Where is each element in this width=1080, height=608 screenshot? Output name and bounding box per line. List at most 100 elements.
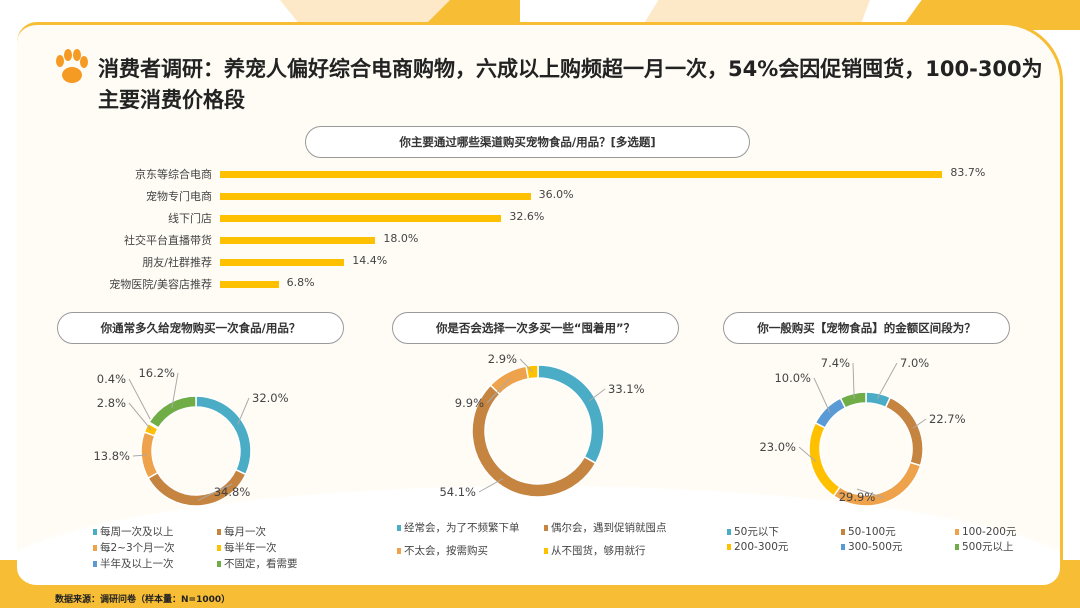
legend-swatch — [93, 561, 97, 567]
leader-line — [132, 454, 147, 457]
bar-value: 6.8% — [286, 276, 315, 289]
leader-line — [852, 362, 855, 399]
legend-item: 200-300元 — [727, 539, 841, 554]
leader-line — [237, 397, 250, 425]
bar-label: 社交平台直播带货 — [124, 234, 212, 247]
legend-item: 100-200元 — [955, 524, 1035, 539]
slice-label: 2.8% — [97, 396, 126, 410]
leader-line — [912, 418, 927, 429]
question-channel: 你主要通过哪些渠道购买宠物食品/用品？[多选题] — [305, 126, 750, 158]
donut-slice — [471, 384, 597, 498]
legend-swatch — [955, 529, 959, 535]
bar-label: 宠物专门电商 — [146, 190, 212, 203]
bar-row: 宠物专门电商 36.0% — [0, 188, 1000, 204]
legend-label: 不固定，看需要 — [224, 558, 298, 570]
legend-item: 50-100元 — [841, 524, 955, 539]
legend-label: 每2~3个月一次 — [100, 542, 175, 554]
legend-frequency: 每周一次及以上 每月一次每2~3个月一次 每半年一次半年及以上一次 不固定，看需要 — [93, 524, 337, 571]
legend-swatch — [217, 561, 221, 567]
legend-label: 不太会，按需购买 — [404, 545, 488, 557]
bar-row: 社交平台直播带货 18.0% — [0, 232, 1000, 248]
slice-label: 23.0% — [759, 440, 796, 454]
legend-label: 100-200元 — [962, 526, 1017, 538]
data-source: 数据来源：调研问卷（样本量：N=1000） — [55, 595, 231, 605]
donut-slice — [839, 391, 867, 409]
legend-item: 50元以下 — [727, 524, 841, 539]
bar-label: 京东等综合电商 — [135, 168, 212, 181]
leader-line — [856, 488, 884, 499]
question-stockpile: 你是否会选择一次多买一些“囤着用”？ — [392, 312, 679, 344]
slice-label: 54.1% — [439, 485, 476, 499]
slice-label: 2.9% — [488, 352, 517, 366]
leader-line — [589, 388, 606, 402]
legend-swatch — [217, 529, 221, 535]
donut-slice — [537, 364, 605, 465]
leader-line — [486, 378, 511, 404]
legend-swatch — [544, 525, 548, 531]
legend-item: 从不囤货，够用就行 — [544, 543, 694, 558]
legend-label: 200-300元 — [734, 541, 789, 553]
leader-line — [128, 402, 152, 431]
legend-swatch — [217, 545, 221, 551]
legend-item: 不太会，按需购买 — [397, 543, 544, 558]
legend-item: 每半年一次 — [217, 540, 337, 555]
leader-line — [478, 478, 503, 493]
bar — [220, 171, 943, 178]
bar-label: 宠物医院/美容店推荐 — [109, 278, 212, 291]
bar — [220, 237, 376, 244]
slice-label: 0.4% — [97, 372, 126, 386]
donut-slice — [195, 395, 252, 476]
slice-label: 34.8% — [214, 485, 251, 499]
legend-label: 50-100元 — [848, 526, 896, 538]
legend-item: 500元以上 — [955, 539, 1035, 554]
legend-swatch — [955, 544, 959, 550]
question-frequency: 你通常多久给宠物购买一次食品/用品？ — [57, 312, 344, 344]
bar — [220, 259, 345, 266]
legend-item: 300-500元 — [841, 539, 955, 554]
legend-item: 每周一次及以上 — [93, 524, 217, 539]
legend-label: 偶尔会，遇到促销就囤点 — [551, 522, 667, 534]
bar-label: 线下门店 — [168, 212, 212, 225]
legend-swatch — [397, 525, 401, 531]
slice-label: 32.0% — [252, 391, 289, 405]
bar-row: 京东等综合电商 83.7% — [0, 166, 1000, 182]
legend-label: 500元以上 — [962, 541, 1014, 553]
bar-label: 朋友/社群推荐 — [142, 256, 212, 269]
bar-value: 36.0% — [538, 188, 574, 201]
bar — [220, 215, 502, 222]
bar — [220, 281, 279, 288]
legend-label: 300-500元 — [848, 541, 903, 553]
legend-label: 半年及以上一次 — [100, 558, 174, 570]
donut-slice — [148, 395, 197, 429]
legend-label: 每月一次 — [224, 526, 266, 538]
bar-value: 83.7% — [950, 166, 986, 179]
slice-label: 7.0% — [900, 356, 929, 370]
legend-item: 每月一次 — [217, 524, 337, 539]
bar-value: 32.6% — [509, 210, 545, 223]
legend-swatch — [841, 544, 845, 550]
legend-swatch — [841, 529, 845, 535]
page-title: 消费者调研：养宠人偏好综合电商购物，六成以上购频超一月一次，54%会因促销囤货，… — [98, 57, 1043, 112]
leader-line — [197, 483, 233, 501]
bar-row: 朋友/社群推荐 14.4% — [0, 254, 1000, 270]
legend-label: 经常会，为了不频繁下单 — [404, 522, 520, 534]
legend-swatch — [397, 548, 401, 554]
leader-line — [798, 446, 817, 462]
donut-slice — [814, 397, 847, 429]
legend-item: 半年及以上一次 — [93, 556, 217, 571]
question-price: 你一般购买【宠物食品】的金额区间段为？ — [723, 312, 1010, 344]
legend-item: 偶尔会，遇到促销就囤点 — [544, 520, 694, 535]
leader-line — [876, 362, 898, 399]
legend-label: 从不囤货，够用就行 — [551, 545, 646, 557]
legend-label: 50元以下 — [734, 526, 779, 538]
slice-label: 16.2% — [138, 366, 175, 380]
slice-label: 13.8% — [93, 449, 130, 463]
legend-swatch — [93, 545, 97, 551]
slice-label: 29.9% — [839, 490, 876, 504]
bar-value: 18.0% — [383, 232, 419, 245]
slice-label: 10.0% — [774, 371, 811, 385]
legend-swatch — [93, 529, 97, 535]
bar-row: 宠物医院/美容店推荐 6.8% — [0, 276, 1000, 292]
donut-slice — [489, 365, 530, 396]
slice-label: 7.4% — [821, 356, 850, 370]
